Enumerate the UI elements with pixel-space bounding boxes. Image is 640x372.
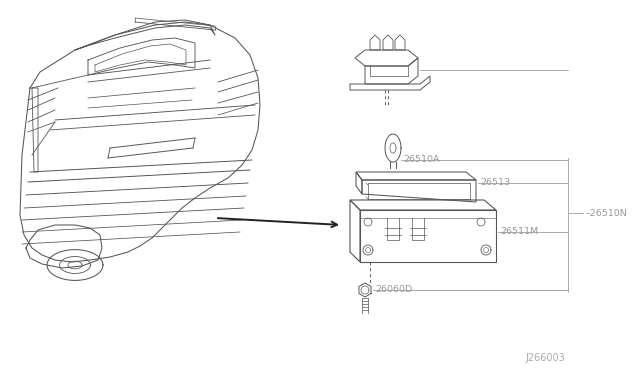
- Text: J266003: J266003: [525, 353, 564, 363]
- Text: 26511M: 26511M: [500, 227, 538, 235]
- Text: 26060D: 26060D: [375, 285, 412, 294]
- Text: 26510A: 26510A: [403, 154, 440, 164]
- Text: –26510N: –26510N: [586, 208, 628, 218]
- Text: 26513: 26513: [480, 177, 510, 186]
